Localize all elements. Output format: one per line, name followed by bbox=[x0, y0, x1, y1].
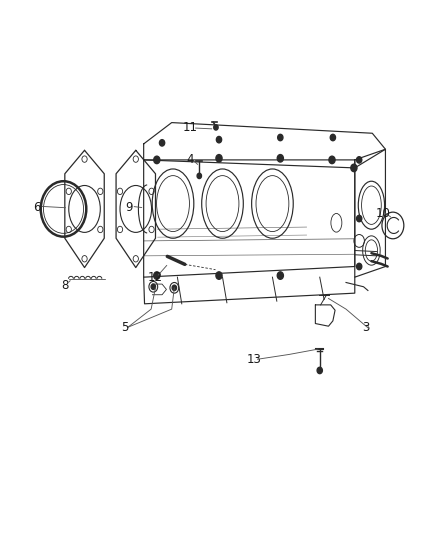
Circle shape bbox=[357, 263, 362, 270]
Circle shape bbox=[159, 140, 165, 146]
Text: 12: 12 bbox=[148, 271, 163, 284]
Circle shape bbox=[351, 164, 357, 172]
Circle shape bbox=[278, 134, 283, 141]
Text: 13: 13 bbox=[247, 353, 261, 366]
Circle shape bbox=[277, 155, 283, 162]
Text: 10: 10 bbox=[376, 207, 391, 220]
Circle shape bbox=[216, 272, 222, 279]
Circle shape bbox=[277, 272, 283, 279]
Circle shape bbox=[197, 173, 201, 179]
Circle shape bbox=[151, 284, 155, 289]
Circle shape bbox=[216, 155, 222, 162]
Circle shape bbox=[329, 156, 335, 164]
Text: 8: 8 bbox=[61, 279, 68, 292]
Circle shape bbox=[172, 285, 177, 290]
Text: 3: 3 bbox=[362, 321, 369, 334]
Circle shape bbox=[357, 157, 362, 163]
Circle shape bbox=[154, 272, 160, 279]
Text: 11: 11 bbox=[183, 122, 198, 134]
Text: 4: 4 bbox=[187, 154, 194, 166]
Text: 5: 5 bbox=[121, 321, 128, 334]
Circle shape bbox=[357, 215, 362, 222]
Text: 9: 9 bbox=[125, 201, 133, 214]
Circle shape bbox=[330, 134, 336, 141]
Text: 6: 6 bbox=[33, 201, 41, 214]
Circle shape bbox=[216, 136, 222, 143]
Circle shape bbox=[154, 156, 160, 164]
Circle shape bbox=[214, 125, 218, 130]
Circle shape bbox=[317, 367, 322, 374]
